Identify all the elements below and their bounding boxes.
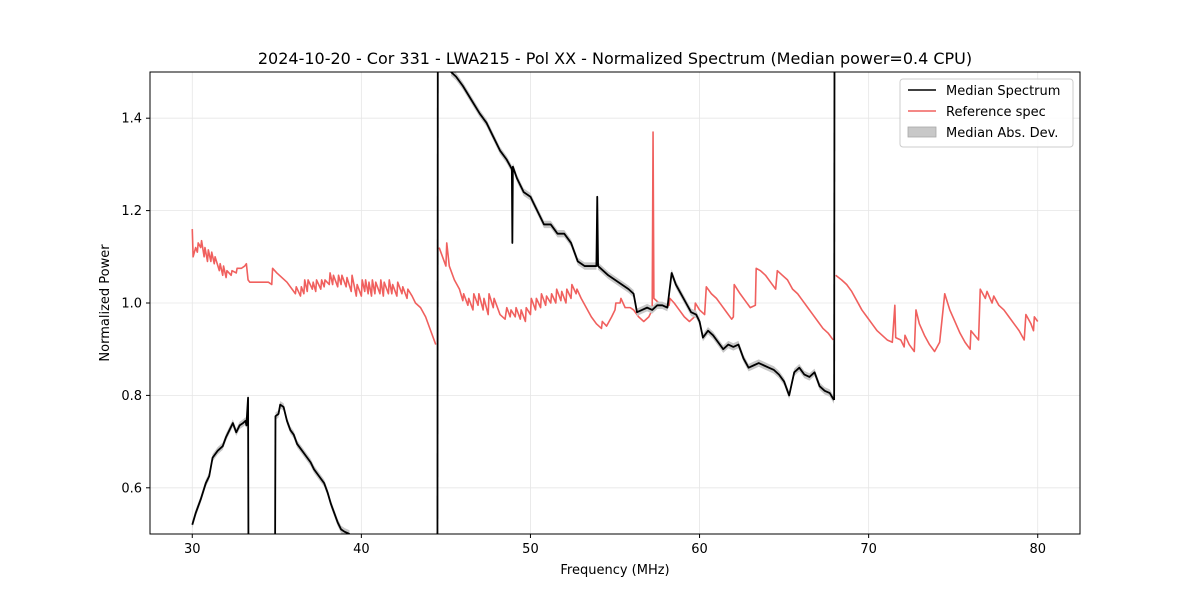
reference-spec-line-segment-2 (835, 274, 1039, 353)
y-axis-label: Normalized Power (98, 244, 113, 362)
x-tick-label: 40 (353, 542, 370, 557)
median-spectrum-line-segment-0 (191, 396, 250, 534)
legend-label-reference: Reference spec (946, 105, 1046, 120)
x-axis-label: Frequency (MHz) (560, 563, 669, 578)
y-tick-label: 1.2 (121, 204, 142, 219)
legend-box (899, 78, 1074, 148)
legend-label-mad: Median Abs. Dev. (946, 126, 1058, 141)
x-tick-label: 60 (691, 542, 708, 557)
reference-spec-line-segment-1 (438, 131, 834, 341)
x-tick-label: 70 (860, 542, 877, 557)
x-tick-label: 30 (184, 542, 201, 557)
legend: Median Spectrum Reference spec Median Ab… (899, 78, 1074, 148)
median-spectrum-line-segment-1 (274, 403, 350, 534)
plot-area (191, 72, 1039, 534)
x-tick-label: 50 (522, 542, 539, 557)
y-tick-label: 1.4 (121, 112, 142, 127)
y-tick-label: 1.0 (121, 297, 142, 312)
reference-spec-line-segment-0 (191, 229, 437, 345)
legend-label-median: Median Spectrum (946, 84, 1060, 99)
chart-title: 2024-10-20 - Cor 331 - LWA215 - Pol XX -… (258, 49, 972, 68)
y-tick-label: 0.6 (121, 481, 142, 496)
median-spectrum-line-segment-3 (450, 72, 835, 401)
legend-swatch-mad (907, 126, 937, 138)
x-tick-label: 80 (1029, 542, 1046, 557)
axis-ticks: 30 40 50 60 70 80 0.6 0.8 1.0 1.2 1.4 (121, 112, 1046, 557)
y-tick-label: 0.8 (121, 389, 142, 404)
